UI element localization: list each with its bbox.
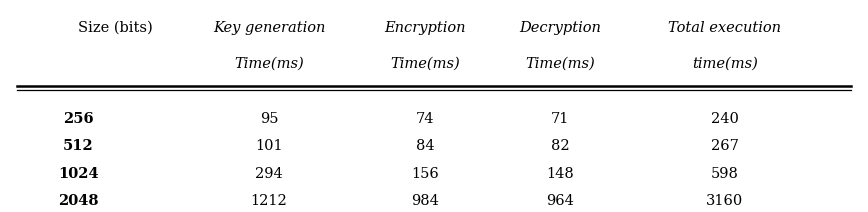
Text: 1212: 1212 [251,194,287,208]
Text: 267: 267 [711,139,739,153]
Text: 71: 71 [550,112,569,126]
Text: 101: 101 [255,139,283,153]
Text: 148: 148 [546,167,574,181]
Text: 82: 82 [550,139,569,153]
Text: 1024: 1024 [58,167,98,181]
Text: 156: 156 [411,167,439,181]
Text: time(ms): time(ms) [692,57,758,71]
Text: 984: 984 [411,194,439,208]
Text: Total execution: Total execution [668,21,781,35]
Text: Key generation: Key generation [213,21,326,35]
Text: 256: 256 [62,112,94,126]
Text: Size (bits): Size (bits) [78,21,153,35]
Text: 74: 74 [416,112,435,126]
Text: 2048: 2048 [58,194,98,208]
Text: Encryption: Encryption [385,21,466,35]
Text: 598: 598 [711,167,739,181]
Text: 240: 240 [711,112,739,126]
Text: Decryption: Decryption [519,21,601,35]
Text: 84: 84 [416,139,435,153]
Text: 294: 294 [255,167,283,181]
Text: Time(ms): Time(ms) [525,57,595,71]
Text: 95: 95 [260,112,279,126]
Text: Time(ms): Time(ms) [391,57,460,71]
Text: 512: 512 [62,139,94,153]
Text: Time(ms): Time(ms) [234,57,304,71]
Text: 964: 964 [546,194,574,208]
Text: 3160: 3160 [707,194,743,208]
